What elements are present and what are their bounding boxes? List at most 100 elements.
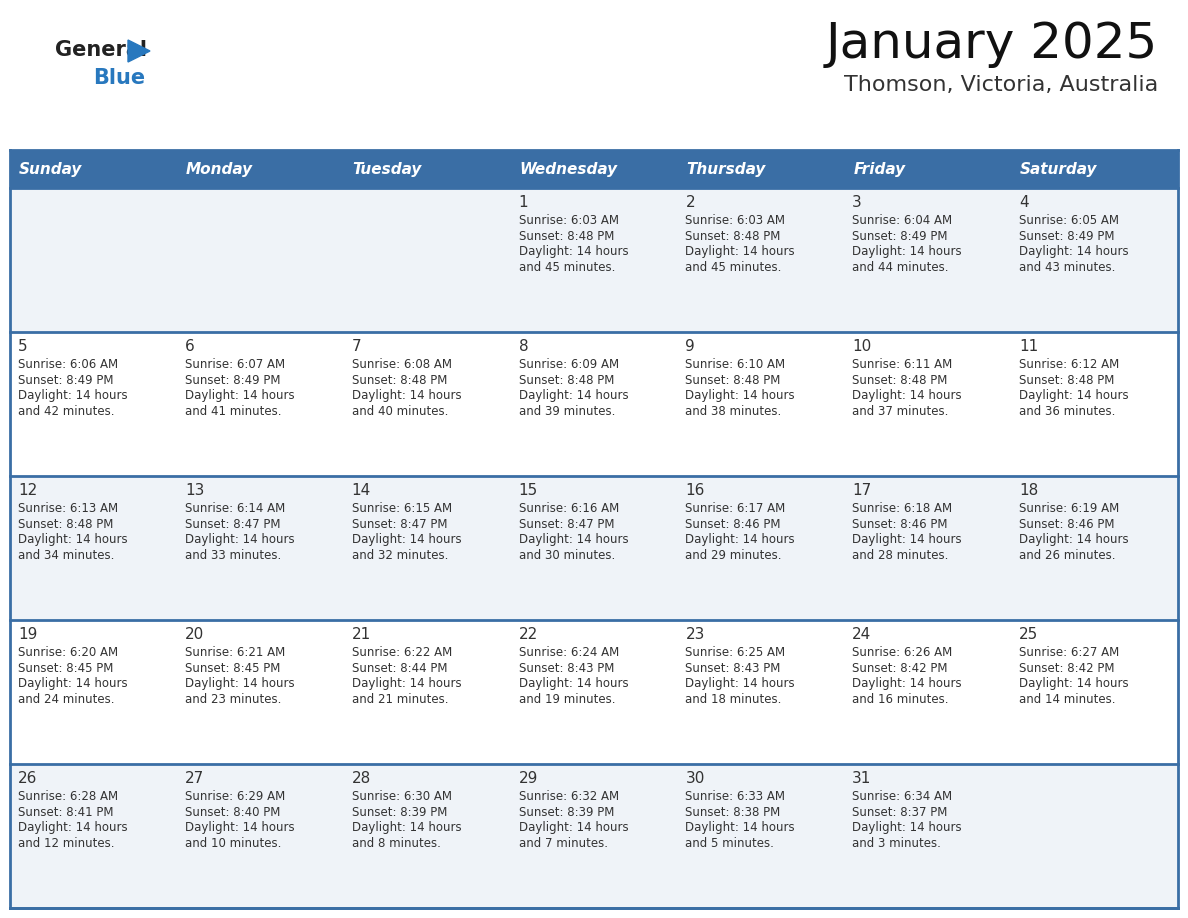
Text: and 32 minutes.: and 32 minutes. [352, 548, 448, 562]
Text: Sunset: 8:44 PM: Sunset: 8:44 PM [352, 662, 447, 675]
Text: 20: 20 [185, 627, 204, 642]
Text: and 44 minutes.: and 44 minutes. [852, 261, 949, 274]
Text: Daylight: 14 hours: Daylight: 14 hours [852, 821, 962, 834]
Text: Daylight: 14 hours: Daylight: 14 hours [519, 821, 628, 834]
Text: Sunset: 8:47 PM: Sunset: 8:47 PM [519, 518, 614, 531]
Text: 27: 27 [185, 771, 204, 786]
Text: Sunrise: 6:27 AM: Sunrise: 6:27 AM [1019, 646, 1119, 659]
Text: 11: 11 [1019, 339, 1038, 354]
Text: Daylight: 14 hours: Daylight: 14 hours [352, 677, 461, 690]
Text: and 39 minutes.: and 39 minutes. [519, 405, 615, 418]
Text: 10: 10 [852, 339, 872, 354]
Text: Sunset: 8:46 PM: Sunset: 8:46 PM [685, 518, 781, 531]
Text: Sunrise: 6:09 AM: Sunrise: 6:09 AM [519, 358, 619, 371]
Bar [677, 150, 845, 188]
Bar [10, 764, 1178, 908]
Text: Sunset: 8:46 PM: Sunset: 8:46 PM [852, 518, 948, 531]
Text: and 5 minutes.: and 5 minutes. [685, 836, 775, 849]
Text: Monday: Monday [185, 162, 253, 176]
Text: Daylight: 14 hours: Daylight: 14 hours [1019, 677, 1129, 690]
Text: and 14 minutes.: and 14 minutes. [1019, 692, 1116, 706]
Text: Sunset: 8:48 PM: Sunset: 8:48 PM [18, 518, 113, 531]
Text: Sunrise: 6:19 AM: Sunrise: 6:19 AM [1019, 502, 1119, 515]
Text: Sunrise: 6:04 AM: Sunrise: 6:04 AM [852, 214, 953, 227]
Bar [177, 150, 343, 188]
Text: 6: 6 [185, 339, 195, 354]
Text: Daylight: 14 hours: Daylight: 14 hours [185, 677, 295, 690]
Text: Sunset: 8:45 PM: Sunset: 8:45 PM [18, 662, 113, 675]
Text: Sunrise: 6:25 AM: Sunrise: 6:25 AM [685, 646, 785, 659]
Bar [511, 150, 677, 188]
Text: Daylight: 14 hours: Daylight: 14 hours [185, 821, 295, 834]
Text: 22: 22 [519, 627, 538, 642]
Text: and 10 minutes.: and 10 minutes. [185, 836, 282, 849]
Text: and 16 minutes.: and 16 minutes. [852, 692, 949, 706]
Text: Sunset: 8:48 PM: Sunset: 8:48 PM [352, 374, 447, 386]
Text: Sunrise: 6:22 AM: Sunrise: 6:22 AM [352, 646, 451, 659]
Text: Sunset: 8:48 PM: Sunset: 8:48 PM [519, 374, 614, 386]
Text: Sunrise: 6:15 AM: Sunrise: 6:15 AM [352, 502, 451, 515]
Text: Sunset: 8:47 PM: Sunset: 8:47 PM [185, 518, 280, 531]
Text: Sunset: 8:39 PM: Sunset: 8:39 PM [352, 805, 447, 819]
Text: and 8 minutes.: and 8 minutes. [352, 836, 441, 849]
Text: and 41 minutes.: and 41 minutes. [185, 405, 282, 418]
Text: and 42 minutes.: and 42 minutes. [18, 405, 114, 418]
Text: Sunset: 8:48 PM: Sunset: 8:48 PM [519, 230, 614, 242]
Text: and 3 minutes.: and 3 minutes. [852, 836, 941, 849]
Text: Daylight: 14 hours: Daylight: 14 hours [185, 389, 295, 402]
Text: 26: 26 [18, 771, 37, 786]
Text: Thomson, Victoria, Australia: Thomson, Victoria, Australia [843, 75, 1158, 95]
Text: Sunrise: 6:30 AM: Sunrise: 6:30 AM [352, 790, 451, 803]
Text: 4: 4 [1019, 195, 1029, 210]
Text: Sunrise: 6:03 AM: Sunrise: 6:03 AM [519, 214, 619, 227]
Text: Sunrise: 6:08 AM: Sunrise: 6:08 AM [352, 358, 451, 371]
Text: Daylight: 14 hours: Daylight: 14 hours [852, 245, 962, 258]
Text: 25: 25 [1019, 627, 1038, 642]
Bar [343, 150, 511, 188]
Text: Blue: Blue [93, 68, 145, 88]
Text: Daylight: 14 hours: Daylight: 14 hours [185, 533, 295, 546]
Text: and 26 minutes.: and 26 minutes. [1019, 548, 1116, 562]
Text: Sunrise: 6:17 AM: Sunrise: 6:17 AM [685, 502, 785, 515]
Text: 8: 8 [519, 339, 529, 354]
Text: Sunrise: 6:10 AM: Sunrise: 6:10 AM [685, 358, 785, 371]
Text: Sunset: 8:48 PM: Sunset: 8:48 PM [1019, 374, 1114, 386]
Text: Daylight: 14 hours: Daylight: 14 hours [852, 389, 962, 402]
Text: and 19 minutes.: and 19 minutes. [519, 692, 615, 706]
Text: Saturday: Saturday [1020, 162, 1098, 176]
Text: Sunrise: 6:18 AM: Sunrise: 6:18 AM [852, 502, 953, 515]
Text: Sunset: 8:40 PM: Sunset: 8:40 PM [185, 805, 280, 819]
Text: 14: 14 [352, 483, 371, 498]
Text: and 29 minutes.: and 29 minutes. [685, 548, 782, 562]
Bar [10, 150, 177, 188]
Text: Sunrise: 6:32 AM: Sunrise: 6:32 AM [519, 790, 619, 803]
Text: 3: 3 [852, 195, 862, 210]
Text: 29: 29 [519, 771, 538, 786]
Text: and 37 minutes.: and 37 minutes. [852, 405, 949, 418]
Text: 1: 1 [519, 195, 529, 210]
Text: and 23 minutes.: and 23 minutes. [185, 692, 282, 706]
Text: and 43 minutes.: and 43 minutes. [1019, 261, 1116, 274]
Text: Daylight: 14 hours: Daylight: 14 hours [852, 533, 962, 546]
Text: Sunrise: 6:24 AM: Sunrise: 6:24 AM [519, 646, 619, 659]
Bar [845, 150, 1011, 188]
Text: Daylight: 14 hours: Daylight: 14 hours [519, 245, 628, 258]
Text: Daylight: 14 hours: Daylight: 14 hours [352, 533, 461, 546]
Text: and 24 minutes.: and 24 minutes. [18, 692, 114, 706]
Text: Sunrise: 6:34 AM: Sunrise: 6:34 AM [852, 790, 953, 803]
Text: Daylight: 14 hours: Daylight: 14 hours [18, 389, 127, 402]
Text: Sunset: 8:43 PM: Sunset: 8:43 PM [685, 662, 781, 675]
Text: Daylight: 14 hours: Daylight: 14 hours [519, 533, 628, 546]
Text: Sunrise: 6:28 AM: Sunrise: 6:28 AM [18, 790, 118, 803]
Text: Sunrise: 6:06 AM: Sunrise: 6:06 AM [18, 358, 118, 371]
Text: Sunset: 8:42 PM: Sunset: 8:42 PM [852, 662, 948, 675]
Text: Sunset: 8:45 PM: Sunset: 8:45 PM [185, 662, 280, 675]
Text: 7: 7 [352, 339, 361, 354]
Text: Sunrise: 6:11 AM: Sunrise: 6:11 AM [852, 358, 953, 371]
Text: Sunset: 8:43 PM: Sunset: 8:43 PM [519, 662, 614, 675]
Text: and 40 minutes.: and 40 minutes. [352, 405, 448, 418]
Text: Sunrise: 6:16 AM: Sunrise: 6:16 AM [519, 502, 619, 515]
Text: 2: 2 [685, 195, 695, 210]
Text: Sunset: 8:48 PM: Sunset: 8:48 PM [685, 230, 781, 242]
Bar [10, 476, 1178, 620]
